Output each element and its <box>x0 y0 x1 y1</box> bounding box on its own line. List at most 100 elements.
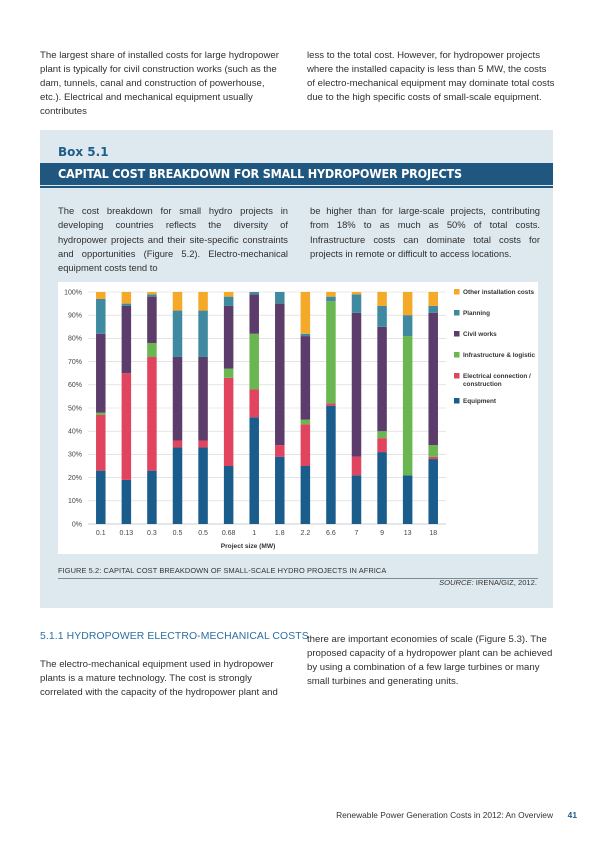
x-tick-label: 2.2 <box>300 530 310 537</box>
section-heading: 5.1.1 HYDROPOWER ELECTRO-MECHANICAL COST… <box>40 631 309 642</box>
x-tick-label: 0.1 <box>96 530 106 537</box>
bar-segment-other-installation-costs <box>147 292 157 295</box>
bar-segment-other-installation-costs <box>121 292 132 304</box>
legend-swatch <box>454 289 460 295</box>
bar-segment-civil-works <box>351 312 362 457</box>
chart-panel: 0% 10% 20% 30% 40% 50% 60% 70% 80% 90% 100% 0.1 0.1… <box>58 282 538 554</box>
x-tick-label: 9 <box>380 530 384 537</box>
y-tick-label: 50% <box>68 405 82 412</box>
bar-segment-equipment <box>172 447 183 524</box>
footer-title: Renewable Power Generation Costs in 2012… <box>336 810 553 820</box>
bar-segment-other-installation-costs <box>96 292 106 299</box>
bar-segment-infrastructure-logistic <box>300 419 311 425</box>
x-tick-label: 13 <box>404 530 412 537</box>
x-tick-label: 1.8 <box>275 530 285 537</box>
x-tick-label: 6.6 <box>326 530 336 537</box>
y-tick-label: 0% <box>72 521 82 528</box>
bar-segment-electrical-connection-construction <box>249 389 259 418</box>
legend-swatch <box>454 331 460 337</box>
bar-segment-planning <box>326 296 336 302</box>
y-tick-label: 10% <box>68 498 82 505</box>
bar-segment-equipment <box>402 475 413 524</box>
bar-segment-infrastructure-logistic <box>402 336 413 476</box>
bar-segment-planning <box>351 294 362 313</box>
y-tick-label: 40% <box>68 429 82 436</box>
bar-segment-electrical-connection-construction <box>121 373 132 480</box>
bar-segment-equipment <box>198 447 208 524</box>
bar-segment-electrical-connection-construction <box>96 414 106 471</box>
bar-segment-equipment <box>275 456 285 524</box>
bar-segment-equipment <box>223 466 234 524</box>
bar-segment-planning <box>275 292 285 304</box>
x-tick-label: 0.5 <box>173 530 183 537</box>
bar-segment-electrical-connection-construction <box>326 403 336 406</box>
bar-segment-civil-works <box>172 356 183 441</box>
bar-segment-other-installation-costs <box>198 292 208 311</box>
source-text: IRENA/GIZ, 2012. <box>473 578 537 587</box>
bar-segment-electrical-connection-construction <box>198 440 208 448</box>
x-tick-label: 0.3 <box>147 530 157 537</box>
legend-swatch <box>454 310 460 316</box>
x-axis-label: Project size (MW) <box>221 543 276 550</box>
bar-segment-equipment <box>351 475 362 524</box>
x-tick-label: 0.68 <box>222 530 236 537</box>
bar-segment-equipment <box>377 452 387 524</box>
section-paragraph-left: The electro-mechanical equipment used in… <box>40 659 278 698</box>
bar-segment-equipment <box>96 470 106 524</box>
legend-label: Planning <box>463 310 490 317</box>
source-prefix: SOURCE: <box>439 578 474 587</box>
bar-segment-electrical-connection-construction <box>300 424 311 466</box>
bar-segment-civil-works <box>121 305 132 374</box>
bar-segment-infrastructure-logistic <box>147 343 157 357</box>
bar-segment-equipment <box>249 417 259 524</box>
box-label: Box 5.1 <box>58 145 109 159</box>
bar-segment-civil-works <box>198 356 208 441</box>
y-tick-label: 100% <box>64 289 82 296</box>
bar-segment-equipment <box>326 405 336 524</box>
bar-segment-other-installation-costs <box>377 292 387 306</box>
bar-segment-civil-works <box>249 294 259 334</box>
bar-segment-civil-works <box>96 333 106 413</box>
box-title: CAPITAL COST BREAKDOWN FOR SMALL HYDROPO… <box>40 163 553 188</box>
bar-segment-civil-works <box>300 336 311 420</box>
section-paragraph-right: there are important economies of scale (… <box>307 634 553 687</box>
x-tick-label: 18 <box>429 530 437 537</box>
bar-segment-other-installation-costs <box>223 292 234 297</box>
bar-segment-other-installation-costs <box>428 292 438 306</box>
bar-segment-other-installation-costs <box>300 292 311 334</box>
intro-paragraph-right: less to the total cost. However, for hyd… <box>307 50 555 103</box>
bar-segment-electrical-connection-construction <box>275 445 285 457</box>
bar-segment-planning <box>198 310 208 357</box>
bar-segment-infrastructure-logistic <box>223 368 234 378</box>
x-tick-label: 0.13 <box>120 530 134 537</box>
y-tick-label: 30% <box>68 452 82 459</box>
bar-segment-planning <box>121 303 132 306</box>
bar-segment-planning <box>300 333 311 337</box>
y-tick-label: 80% <box>68 336 82 343</box>
y-tick-label: 20% <box>68 475 82 482</box>
bar-segment-electrical-connection-construction <box>172 440 183 448</box>
bar-segment-equipment <box>121 479 132 524</box>
bar-segment-electrical-connection-construction <box>428 456 438 460</box>
x-tick-label: 0.5 <box>198 530 208 537</box>
bar-segment-civil-works <box>275 303 285 446</box>
bar-segment-planning <box>223 296 234 306</box>
bar-segment-other-installation-costs <box>326 292 336 297</box>
bar-segment-electrical-connection-construction <box>147 356 157 471</box>
x-tick-label: 7 <box>355 530 359 537</box>
bar-segment-planning <box>147 294 157 297</box>
box-paragraph-left: The cost breakdown for small hydro proje… <box>58 205 288 274</box>
bar-segment-civil-works <box>428 312 438 446</box>
bar-segment-civil-works <box>147 296 157 344</box>
bar-segment-civil-works <box>377 326 387 432</box>
bar-segment-infrastructure-logistic <box>326 301 336 404</box>
y-tick-label: 60% <box>68 382 82 389</box>
legend-swatch <box>454 373 460 379</box>
bar-segment-infrastructure-logistic <box>249 333 259 390</box>
y-tick-label: 90% <box>68 313 82 320</box>
bar-segment-infrastructure-logistic <box>428 445 438 457</box>
page-number: 41 <box>567 810 577 820</box>
legend-label: Equipment <box>463 398 497 405</box>
intro-paragraph-left: The largest share of installed costs for… <box>40 50 279 117</box>
bar-segment-infrastructure-logistic <box>377 431 387 439</box>
